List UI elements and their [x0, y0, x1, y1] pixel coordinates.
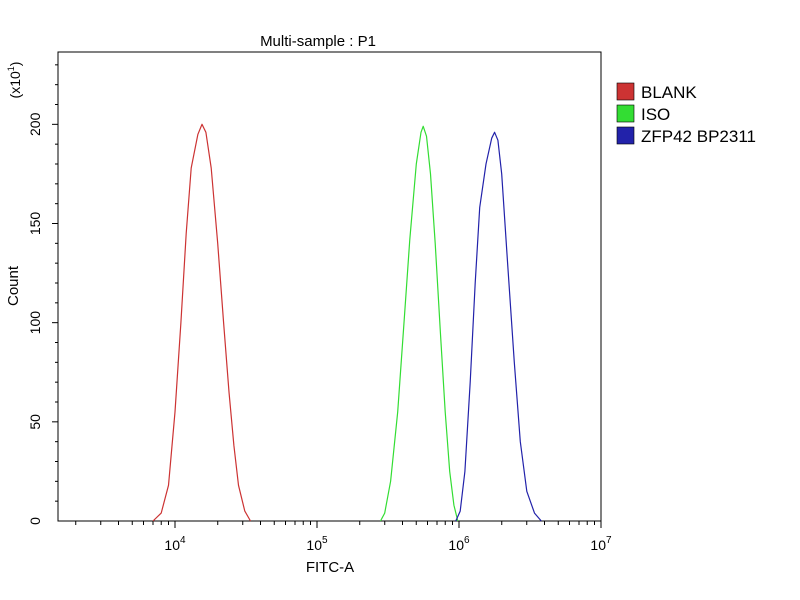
- legend: BLANK ISO ZFP42 BP2311: [616, 82, 756, 146]
- y-multiplier-close: ): [7, 62, 23, 67]
- y-multiplier: (x101): [6, 62, 23, 99]
- x-tick-exponent: 5: [322, 535, 328, 546]
- x-tick-exponent: 4: [180, 535, 186, 546]
- y-tick-label: 50: [27, 414, 43, 430]
- y-axis: 0 50 100 150 200: [27, 64, 58, 525]
- x-tick-exponent: 7: [606, 535, 612, 546]
- series-line-3: [455, 131, 542, 522]
- x-tick-label: 106: [448, 535, 470, 553]
- y-axis-title: Count: [5, 265, 22, 306]
- legend-label: ZFP42 BP2311: [641, 127, 756, 146]
- legend-label: ISO: [641, 105, 670, 124]
- y-tick-label: 150: [27, 212, 43, 236]
- legend-swatch: [616, 104, 635, 123]
- x-tick-base: 10: [164, 537, 180, 553]
- x-axis: 104 105 106 107: [75, 521, 612, 553]
- y-tick-label: 200: [27, 112, 43, 136]
- legend-swatch: [616, 126, 635, 145]
- x-tick-base: 10: [590, 537, 606, 553]
- y-multiplier-exp: 1: [6, 66, 16, 71]
- x-tick-label: 104: [164, 535, 186, 553]
- series-line-2: [379, 125, 459, 522]
- y-tick-label: 100: [27, 311, 43, 335]
- y-tick-label: 0: [27, 517, 43, 525]
- x-axis-title: FITC-A: [306, 559, 354, 576]
- series-line-1: [152, 123, 252, 522]
- y-multiplier-base: (x10: [7, 71, 23, 98]
- x-tick-base: 10: [306, 537, 322, 553]
- x-tick-label: 105: [306, 535, 328, 553]
- chart-title: Multi-sample : P1: [260, 33, 376, 50]
- series-layer: [152, 123, 542, 522]
- x-tick-base: 10: [448, 537, 464, 553]
- legend-swatch: [616, 82, 635, 101]
- legend-label: BLANK: [641, 83, 697, 102]
- x-tick-exponent: 6: [464, 535, 470, 546]
- x-tick-label: 107: [590, 535, 612, 553]
- plot-frame: [57, 51, 602, 522]
